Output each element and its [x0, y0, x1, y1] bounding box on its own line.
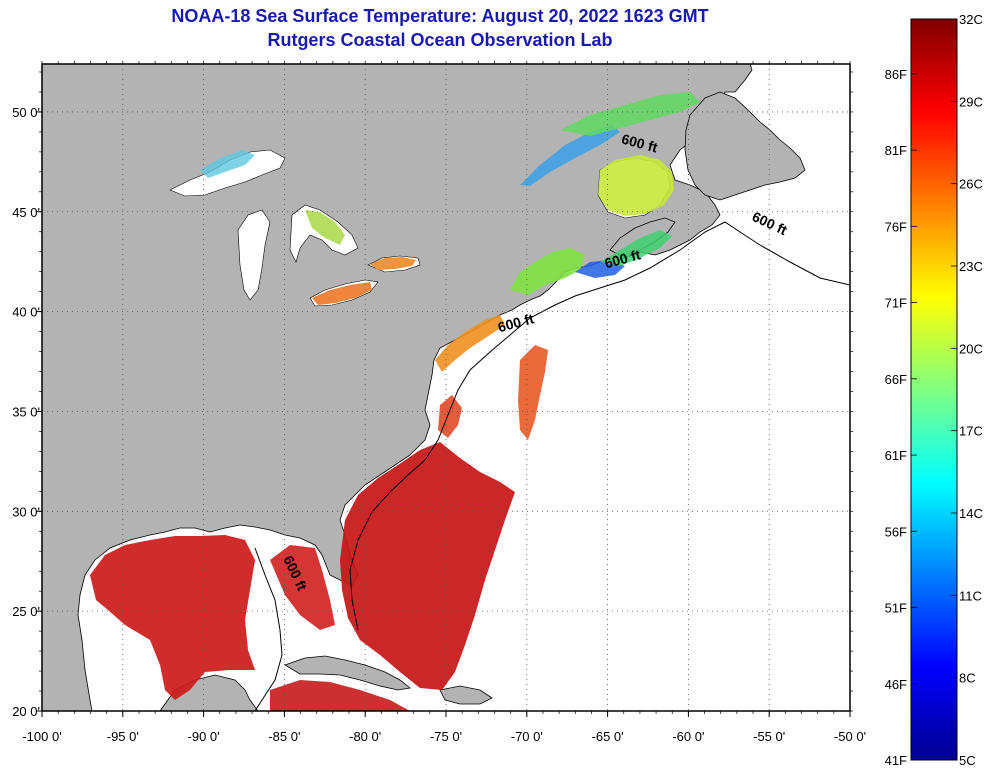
colorbar-fahrenheit-label: 46F — [885, 677, 907, 692]
lon-tick-label: -65 0' — [592, 729, 624, 744]
hispaniola-land — [439, 685, 493, 705]
colorbar-celsius-label: 11C — [959, 588, 982, 603]
sst-lake-ontario — [370, 257, 416, 270]
colorbar-fahrenheit-label: 41F — [885, 753, 907, 768]
sst-st-lawrence — [598, 155, 674, 216]
sst-scotian-shelf — [600, 230, 672, 266]
colorbar-fahrenheit-label: 51F — [885, 601, 907, 616]
colorbar-celsius-label: 14C — [959, 506, 983, 521]
colorbar-celsius-label: 5C — [959, 753, 976, 768]
isobath-600ft-gulf-line — [254, 547, 283, 711]
lon-tick-label: -90 0' — [188, 729, 220, 744]
colorbar-fahrenheit-label: 76F — [885, 219, 907, 234]
lon-tick-label: -85 0' — [268, 729, 300, 744]
lat-tick-label: 35 0' — [12, 404, 40, 419]
colorbar-fahrenheit-label: 81F — [885, 143, 907, 158]
lat-tick-label: 45 0' — [12, 205, 40, 220]
colorbar-celsius-label: 20C — [959, 341, 983, 356]
lon-tick-label: -100 0' — [22, 729, 61, 744]
lat-tick-label: 25 0' — [12, 604, 40, 619]
map-subtitle: Rutgers Coastal Ocean Observation Lab — [267, 30, 613, 50]
sst-gulf-of-maine — [510, 248, 585, 295]
sst-lake-erie — [312, 282, 372, 305]
colorbar-fahrenheit-label: 71F — [885, 296, 907, 311]
sst-caribbean-north — [270, 680, 410, 711]
sst-lake-superior — [200, 150, 255, 178]
sst-st-lawrence-estuary — [520, 125, 620, 186]
sst-mid-atlantic-bight — [435, 315, 505, 372]
colorbar-celsius-label: 26C — [959, 177, 983, 192]
colorbar-fahrenheit-label: 61F — [885, 448, 907, 463]
lon-tick-label: -70 0' — [511, 729, 543, 744]
lat-tick-label: 30 0' — [12, 504, 40, 519]
sst-labrador-shelf — [560, 92, 700, 136]
colorbar-fahrenheit-label: 66F — [885, 372, 907, 387]
isobath-600ft-line — [349, 221, 850, 631]
sst-gulf-of-mexico — [90, 535, 255, 700]
lon-tick-label: -60 0' — [672, 729, 704, 744]
temperature-colorbar — [910, 18, 958, 761]
lat-tick-label: 50 0' — [12, 105, 40, 120]
lon-tick-label: -80 0' — [349, 729, 381, 744]
lat-tick-label: 20 0' — [12, 704, 40, 719]
lat-tick-label: 40 0' — [12, 305, 40, 320]
longitude-axis: -100 0' -95 0' -90 0' -85 0' -80 0' -75 0' -70… — [22, 61, 866, 744]
colorbar-celsius-label: 17C — [959, 424, 983, 439]
colorbar-celsius-labels: 32C 29C 26C 23C 20C 17C 14C 11C 8C 5C — [951, 12, 983, 768]
newfoundland-land — [684, 91, 806, 201]
lon-tick-label: -75 0' — [430, 729, 462, 744]
colorbar-celsius-label: 8C — [959, 671, 976, 686]
lon-tick-label: -50 0' — [834, 729, 866, 744]
colorbar-fahrenheit-labels: 86F 81F 76F 71F 66F 61F 56F 51F 46F 41F — [885, 67, 917, 768]
cuba-land — [284, 655, 411, 691]
sst-lake-huron — [305, 210, 345, 245]
map-area — [42, 64, 850, 711]
sst-florida-west-shelf — [270, 545, 335, 630]
map-title: NOAA-18 Sea Surface Temperature: August … — [171, 6, 709, 26]
sst-mid-atlantic-patches — [438, 395, 462, 438]
colorbar-celsius-label: 23C — [959, 259, 983, 274]
sst-offshore-patches — [518, 345, 548, 440]
sst-south-atlantic — [340, 442, 515, 690]
colorbar-fahrenheit-label: 86F — [885, 67, 907, 82]
lon-tick-label: -55 0' — [753, 729, 785, 744]
colorbar-fahrenheit-label: 56F — [885, 524, 907, 539]
colorbar-celsius-label: 32C — [959, 12, 983, 27]
colorbar-celsius-label: 29C — [959, 94, 983, 109]
lon-tick-label: -95 0' — [107, 729, 139, 744]
latitude-axis: 50 0' 45 0' 40 0' 35 0' 30 0' 25 0' 20 0' — [12, 71, 853, 719]
